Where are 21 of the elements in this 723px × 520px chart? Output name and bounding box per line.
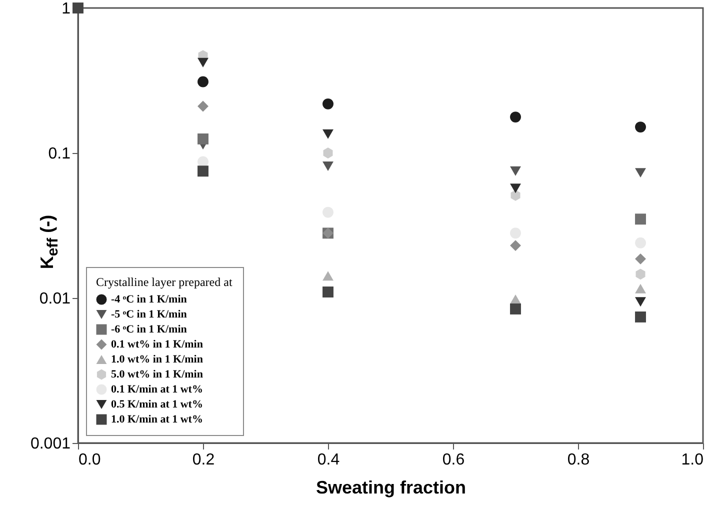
y-tick-label: 0.1: [48, 146, 71, 162]
x-axis-title: Sweating fraction: [316, 478, 466, 498]
x-tick-label: 0.0: [78, 452, 101, 468]
y-tick-label: 1: [62, 0, 71, 18]
legend-label: -4 ᵒC in 1 K/min: [111, 294, 187, 306]
legend-label: -5 ᵒC in 1 K/min: [111, 308, 187, 320]
legend-label: 0.1 K/min at 1 wt%: [111, 384, 203, 396]
legend-label: 1.0 wt% in 1 K/min: [111, 354, 203, 366]
x-tick-label: 0.8: [567, 452, 590, 468]
legend-label: 5.0 wt% in 1 K/min: [111, 368, 203, 380]
x-tick-label: 1.0: [681, 452, 704, 468]
legend-title: Crystalline layer prepared at: [96, 275, 233, 289]
legend-label: 0.5 K/min at 1 wt%: [111, 398, 203, 410]
legend-label: 1.0 K/min at 1 wt%: [111, 414, 203, 426]
legend-label: -6 ᵒC in 1 K/min: [111, 324, 187, 336]
x-tick-label: 0.2: [192, 452, 215, 468]
y-tick-label: 0.01: [39, 290, 71, 308]
y-tick-label: 0.001: [30, 436, 71, 452]
x-tick-label: 0.6: [442, 452, 465, 468]
legend-label: 0.1 wt% in 1 K/min: [111, 338, 203, 350]
x-tick-label: 0.4: [317, 452, 340, 468]
